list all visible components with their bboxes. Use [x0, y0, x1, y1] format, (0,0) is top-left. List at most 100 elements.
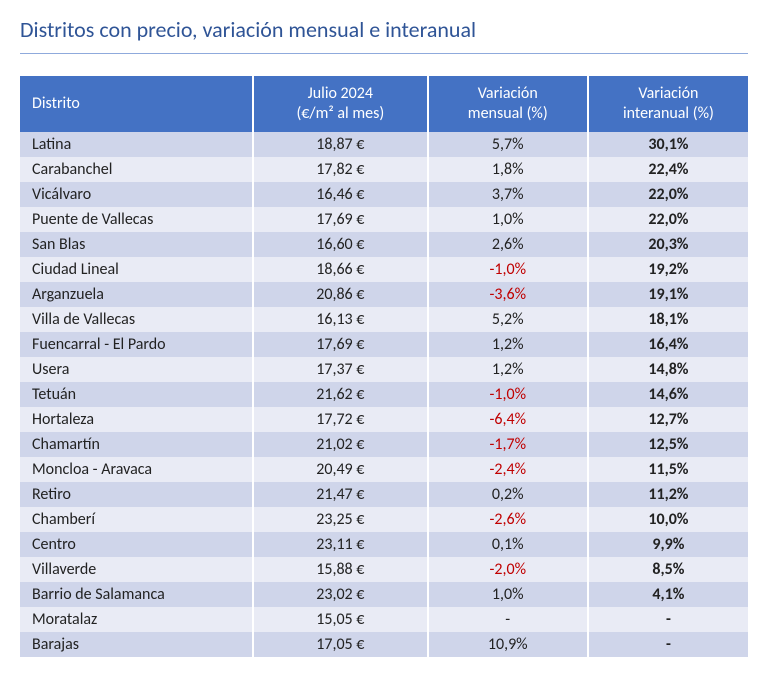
cell-month-change: 1,0% — [428, 582, 588, 607]
cell-year-change: - — [588, 632, 748, 657]
cell-price: 21,62 € — [253, 382, 428, 407]
table-row: Arganzuela20,86 €-3,6%19,1% — [20, 282, 748, 307]
cell-year-change: 14,8% — [588, 357, 748, 382]
cell-price: 16,13 € — [253, 307, 428, 332]
cell-month-change: 2,6% — [428, 232, 588, 257]
cell-month-change: -6,4% — [428, 407, 588, 432]
cell-price: 17,69 € — [253, 332, 428, 357]
table-body: Latina18,87 €5,7%30,1%Carabanchel17,82 €… — [20, 132, 748, 657]
cell-price: 16,60 € — [253, 232, 428, 257]
table-row: Centro23,11 €0,1%9,9% — [20, 532, 748, 557]
table-row: Villaverde15,88 €-2,0%8,5% — [20, 557, 748, 582]
cell-district: Carabanchel — [20, 157, 253, 182]
cell-district: San Blas — [20, 232, 253, 257]
cell-year-change: 19,1% — [588, 282, 748, 307]
cell-month-change: 10,9% — [428, 632, 588, 657]
cell-year-change: 4,1% — [588, 582, 748, 607]
cell-year-change: - — [588, 607, 748, 632]
cell-district: Ciudad Lineal — [20, 257, 253, 282]
cell-district: Retiro — [20, 482, 253, 507]
table-row: Chamartín21,02 €-1,7%12,5% — [20, 432, 748, 457]
table-header: Distrito Julio 2024(€/m² al mes) Variaci… — [20, 76, 748, 132]
table-row: Carabanchel17,82 €1,8%22,4% — [20, 157, 748, 182]
table-row: Usera17,37 €1,2%14,8% — [20, 357, 748, 382]
col-header-district: Distrito — [20, 76, 253, 132]
cell-month-change: 3,7% — [428, 182, 588, 207]
cell-district: Centro — [20, 532, 253, 557]
cell-price: 17,37 € — [253, 357, 428, 382]
cell-district: Latina — [20, 132, 253, 157]
cell-year-change: 11,2% — [588, 482, 748, 507]
cell-year-change: 8,5% — [588, 557, 748, 582]
cell-year-change: 11,5% — [588, 457, 748, 482]
cell-district: Villa de Vallecas — [20, 307, 253, 332]
cell-month-change: 1,8% — [428, 157, 588, 182]
cell-year-change: 19,2% — [588, 257, 748, 282]
cell-district: Chamartín — [20, 432, 253, 457]
cell-price: 17,05 € — [253, 632, 428, 657]
table-row: Moncloa - Aravaca20,49 €-2,4%11,5% — [20, 457, 748, 482]
table-row: Moratalaz15,05 €-- — [20, 607, 748, 632]
table-row: Tetuán21,62 €-1,0%14,6% — [20, 382, 748, 407]
cell-month-change: 5,2% — [428, 307, 588, 332]
cell-month-change: 1,2% — [428, 332, 588, 357]
cell-district: Arganzuela — [20, 282, 253, 307]
cell-month-change: -1,7% — [428, 432, 588, 457]
cell-district: Barajas — [20, 632, 253, 657]
table-row: Barrio de Salamanca23,02 €1,0%4,1% — [20, 582, 748, 607]
cell-month-change: 5,7% — [428, 132, 588, 157]
table-row: Retiro21,47 €0,2%11,2% — [20, 482, 748, 507]
cell-district: Fuencarral - El Pardo — [20, 332, 253, 357]
cell-month-change: -1,0% — [428, 382, 588, 407]
cell-price: 23,02 € — [253, 582, 428, 607]
table-row: San Blas16,60 €2,6%20,3% — [20, 232, 748, 257]
cell-year-change: 22,4% — [588, 157, 748, 182]
cell-year-change: 30,1% — [588, 132, 748, 157]
table-row: Villa de Vallecas16,13 €5,2%18,1% — [20, 307, 748, 332]
cell-month-change: -3,6% — [428, 282, 588, 307]
cell-year-change: 16,4% — [588, 332, 748, 357]
table-row: Latina18,87 €5,7%30,1% — [20, 132, 748, 157]
cell-price: 20,86 € — [253, 282, 428, 307]
cell-month-change: -2,0% — [428, 557, 588, 582]
title-underline — [20, 53, 748, 54]
page-title: Distritos con precio, variación mensual … — [20, 16, 748, 47]
cell-district: Puente de Vallecas — [20, 207, 253, 232]
cell-district: Hortaleza — [20, 407, 253, 432]
cell-price: 21,02 € — [253, 432, 428, 457]
col-header-price: Julio 2024(€/m² al mes) — [253, 76, 428, 132]
cell-price: 17,69 € — [253, 207, 428, 232]
cell-price: 16,46 € — [253, 182, 428, 207]
cell-price: 20,49 € — [253, 457, 428, 482]
cell-price: 21,47 € — [253, 482, 428, 507]
col-header-year: Variacióninteranual (%) — [588, 76, 748, 132]
cell-year-change: 18,1% — [588, 307, 748, 332]
cell-price: 15,05 € — [253, 607, 428, 632]
cell-month-change: -2,4% — [428, 457, 588, 482]
districts-table: Distrito Julio 2024(€/m² al mes) Variaci… — [20, 76, 748, 657]
table-row: Ciudad Lineal18,66 €-1,0%19,2% — [20, 257, 748, 282]
table-row: Chamberí23,25 €-2,6%10,0% — [20, 507, 748, 532]
cell-price: 17,72 € — [253, 407, 428, 432]
cell-price: 23,25 € — [253, 507, 428, 532]
cell-district: Moratalaz — [20, 607, 253, 632]
cell-price: 18,87 € — [253, 132, 428, 157]
cell-month-change: -1,0% — [428, 257, 588, 282]
cell-district: Tetuán — [20, 382, 253, 407]
table-row: Hortaleza17,72 €-6,4%12,7% — [20, 407, 748, 432]
cell-month-change: 1,0% — [428, 207, 588, 232]
cell-year-change: 12,7% — [588, 407, 748, 432]
cell-district: Barrio de Salamanca — [20, 582, 253, 607]
cell-district: Chamberí — [20, 507, 253, 532]
cell-year-change: 22,0% — [588, 182, 748, 207]
cell-year-change: 14,6% — [588, 382, 748, 407]
cell-year-change: 10,0% — [588, 507, 748, 532]
cell-price: 17,82 € — [253, 157, 428, 182]
cell-year-change: 9,9% — [588, 532, 748, 557]
cell-month-change: 0,2% — [428, 482, 588, 507]
cell-price: 18,66 € — [253, 257, 428, 282]
cell-month-change: 0,1% — [428, 532, 588, 557]
cell-district: Vicálvaro — [20, 182, 253, 207]
table-row: Vicálvaro16,46 €3,7%22,0% — [20, 182, 748, 207]
cell-district: Villaverde — [20, 557, 253, 582]
